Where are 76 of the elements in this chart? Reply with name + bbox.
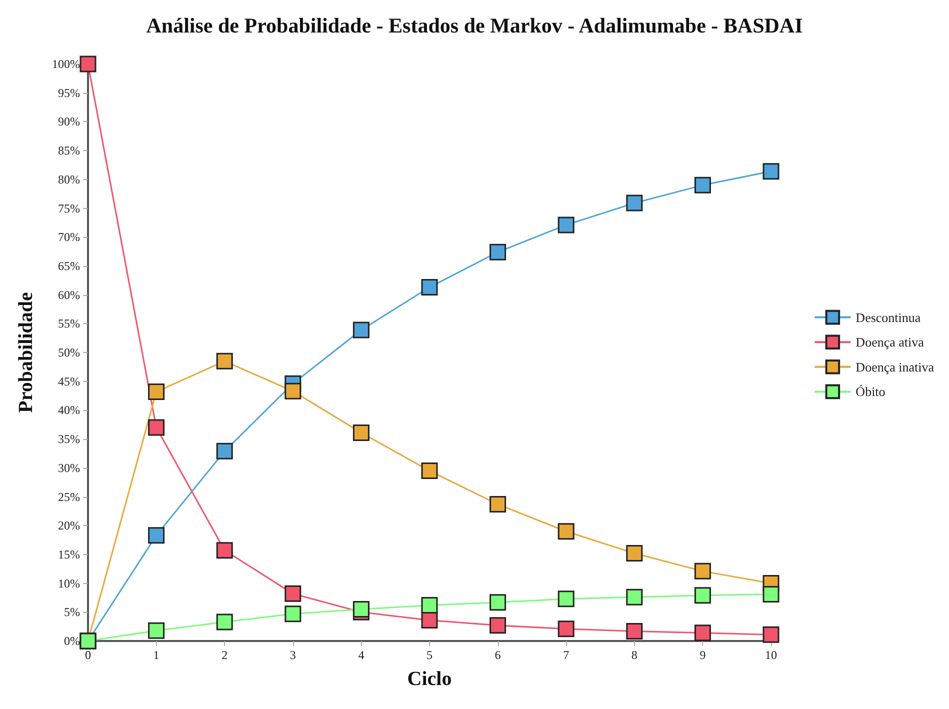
point <box>490 244 506 260</box>
y-tick-label: 90% <box>58 114 80 129</box>
y-tick-label: 75% <box>58 201 80 216</box>
point <box>694 624 711 642</box>
point <box>216 542 233 559</box>
point <box>216 352 233 370</box>
point <box>490 496 506 512</box>
point <box>352 424 370 441</box>
point <box>148 383 165 400</box>
x-tick-label: 4 <box>358 648 364 662</box>
y-tick-label: 80% <box>58 172 80 186</box>
y-tick-label: 60% <box>58 288 80 302</box>
x-tick-label: 6 <box>494 648 501 662</box>
point <box>421 612 438 628</box>
point <box>148 527 165 544</box>
y-tick-label: 15% <box>58 547 80 562</box>
x-tick-label: 7 <box>563 648 570 662</box>
point <box>148 622 165 639</box>
point <box>626 622 643 640</box>
y-tick-label: 25% <box>58 490 80 504</box>
point <box>762 586 780 603</box>
y-tick-label: 40% <box>58 403 80 418</box>
x-tick-label: 3 <box>290 648 296 662</box>
y-axis-title: Probabilidade <box>15 292 37 413</box>
y-tick-label: 85% <box>58 144 80 158</box>
y-tick-label: 0% <box>64 634 80 648</box>
point <box>284 606 302 622</box>
point <box>558 523 574 540</box>
x-tick-label: 0 <box>85 648 91 662</box>
point <box>694 176 711 194</box>
point <box>558 216 574 234</box>
point <box>762 163 780 180</box>
y-tick-label: 20% <box>58 518 80 533</box>
point <box>421 462 438 480</box>
y-tick-label: 30% <box>58 460 80 475</box>
legend-label: Doença ativa <box>856 334 924 350</box>
x-tick-label: 2 <box>222 648 228 662</box>
x-tick-label: 9 <box>700 648 706 662</box>
point <box>216 442 233 460</box>
y-tick-label: 50% <box>58 346 80 360</box>
point <box>558 590 574 608</box>
x-tick-label: 8 <box>631 648 638 662</box>
point <box>80 56 96 72</box>
point <box>490 617 506 634</box>
x-tick-label: 10 <box>765 648 777 662</box>
y-tick-label: 95% <box>58 86 80 100</box>
point <box>352 322 370 338</box>
y-tick-label: 10% <box>58 576 80 590</box>
legend-label: Óbito <box>856 384 886 400</box>
x-tick-label: 5 <box>426 648 432 662</box>
x-axis-title: Ciclo <box>407 668 452 690</box>
point <box>694 562 711 580</box>
y-tick-label: 45% <box>58 374 80 388</box>
point <box>626 588 643 606</box>
point <box>148 419 165 436</box>
point <box>421 596 438 614</box>
point <box>626 194 643 212</box>
y-tick-label: 100% <box>52 57 80 71</box>
y-tick-label: 35% <box>58 432 80 446</box>
chart-title: Análise de Probabilidade - Estados de Markov - Adalimumabe - BASDAI <box>146 14 803 38</box>
point <box>558 620 574 638</box>
legend-label: Doença inativa <box>856 359 934 374</box>
point <box>762 626 780 643</box>
y-tick-label: 65% <box>58 258 80 273</box>
point <box>284 382 302 400</box>
y-tick-label: 5% <box>64 605 80 620</box>
point <box>216 614 233 630</box>
point <box>490 594 506 611</box>
point <box>694 587 711 604</box>
point <box>421 279 438 296</box>
y-tick-label: 55% <box>58 316 80 331</box>
legend-label: Descontinua <box>856 310 921 325</box>
y-tick-label: 70% <box>58 230 80 244</box>
point <box>284 585 302 602</box>
point <box>626 545 643 562</box>
x-tick-label: 1 <box>153 648 160 662</box>
